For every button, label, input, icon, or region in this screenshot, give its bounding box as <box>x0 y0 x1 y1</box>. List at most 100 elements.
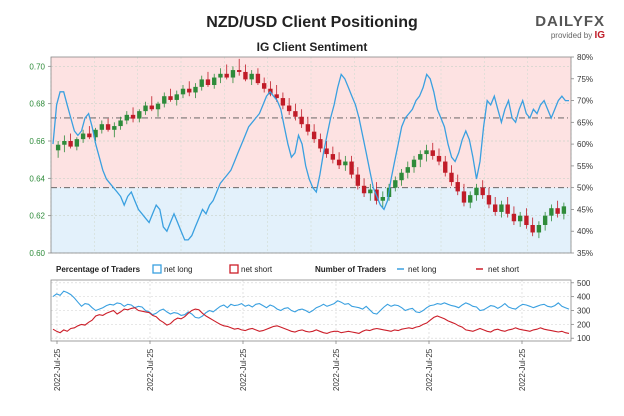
candle <box>124 111 129 125</box>
candle-body <box>524 215 529 225</box>
candle <box>549 204 554 222</box>
candle-body <box>187 88 192 93</box>
candle-body <box>261 83 267 89</box>
candle <box>511 206 517 225</box>
candle-body <box>293 111 298 117</box>
candle-body <box>493 204 498 212</box>
candle-body <box>74 139 80 147</box>
candle <box>449 165 454 186</box>
candle-body <box>243 71 248 80</box>
candle <box>486 187 492 209</box>
candle <box>299 109 304 128</box>
candle <box>137 109 142 123</box>
y-tick: 200 <box>577 320 591 329</box>
candle <box>561 202 567 220</box>
candle-body <box>124 114 129 121</box>
x-tick: 2022-Jul-25 <box>425 348 434 391</box>
bottom-chart: 500 400 300 200 100 2022-Jul-25 2022-Jul-25 202… <box>50 279 591 391</box>
candle <box>249 70 254 85</box>
candle <box>280 92 286 110</box>
candle-body <box>162 96 167 104</box>
candle-body <box>549 208 554 216</box>
candle-body <box>68 141 73 147</box>
candle-body <box>455 182 460 192</box>
candle-body <box>330 154 336 160</box>
chart-subtitle: IG Client Sentiment <box>256 40 368 54</box>
y-tick: 100 <box>577 334 591 343</box>
candle <box>168 88 173 102</box>
candle <box>480 180 485 199</box>
net-long-count-line <box>52 290 570 319</box>
legend-long-label: net long <box>164 265 192 274</box>
candle-body <box>105 124 111 130</box>
y-tick: 300 <box>577 307 591 316</box>
legend: Percentage of Traders net long net short Nu… <box>56 264 520 274</box>
candle-body <box>237 70 242 72</box>
x-tick: 2022-Jul-25 <box>146 348 155 391</box>
candle <box>349 155 354 179</box>
y-right-tick: 75% <box>577 75 593 84</box>
candle-body <box>393 180 398 188</box>
legend-short-label: net short <box>241 265 273 274</box>
candle <box>355 167 361 190</box>
candle-body <box>486 195 492 205</box>
candle-body <box>343 161 348 166</box>
candle-body <box>436 155 442 162</box>
candle <box>80 129 86 143</box>
candle <box>305 116 311 136</box>
candle <box>87 126 92 140</box>
net-long-percentage-line <box>52 72 569 241</box>
candle <box>62 135 67 153</box>
y-right-tick: 50% <box>577 184 593 193</box>
candle-body <box>155 103 161 110</box>
candle <box>324 141 329 158</box>
candle-body <box>542 215 548 225</box>
candle <box>68 133 73 149</box>
candle <box>505 197 510 218</box>
candle <box>443 155 448 177</box>
legend-num-long-label: net long <box>408 265 436 274</box>
plot-frame <box>50 279 572 342</box>
candle <box>468 191 473 209</box>
candle <box>243 64 248 82</box>
candle-body <box>505 204 510 214</box>
candle <box>237 58 242 76</box>
candle-body <box>555 208 560 214</box>
candle-body <box>324 148 329 155</box>
candle <box>224 64 229 80</box>
candle-body <box>174 94 179 100</box>
candle <box>162 92 167 108</box>
candle-body <box>361 185 367 194</box>
net-short-count-line <box>52 307 570 334</box>
x-tick: 2022-Jul-25 <box>332 348 341 391</box>
candle <box>230 66 236 84</box>
candle <box>205 71 211 87</box>
candle-body <box>411 159 417 168</box>
candle-body <box>99 124 105 130</box>
candle <box>118 116 123 130</box>
candle <box>436 148 442 166</box>
candle <box>187 81 192 97</box>
legend-short-swatch <box>229 264 239 274</box>
candle <box>330 146 336 164</box>
legend-number-label: Number of Traders <box>315 265 387 274</box>
candle-body <box>349 161 354 175</box>
candle <box>318 133 323 153</box>
candle <box>174 90 179 106</box>
x-tick: 2022-Jul-25 <box>53 348 62 391</box>
candle-body <box>311 131 317 140</box>
candle <box>212 73 217 89</box>
plot-frame <box>50 56 572 254</box>
candle <box>474 183 479 201</box>
y-right-tick: 80% <box>577 53 593 62</box>
candle <box>112 122 117 138</box>
candle-body <box>143 105 148 112</box>
legend-percentage-label: Percentage of Traders <box>56 265 141 274</box>
candle <box>255 68 261 85</box>
candle <box>180 85 186 99</box>
candle <box>130 107 136 123</box>
candle <box>193 83 198 99</box>
candle <box>399 169 404 186</box>
candle-body <box>55 144 61 151</box>
candle <box>105 118 111 132</box>
